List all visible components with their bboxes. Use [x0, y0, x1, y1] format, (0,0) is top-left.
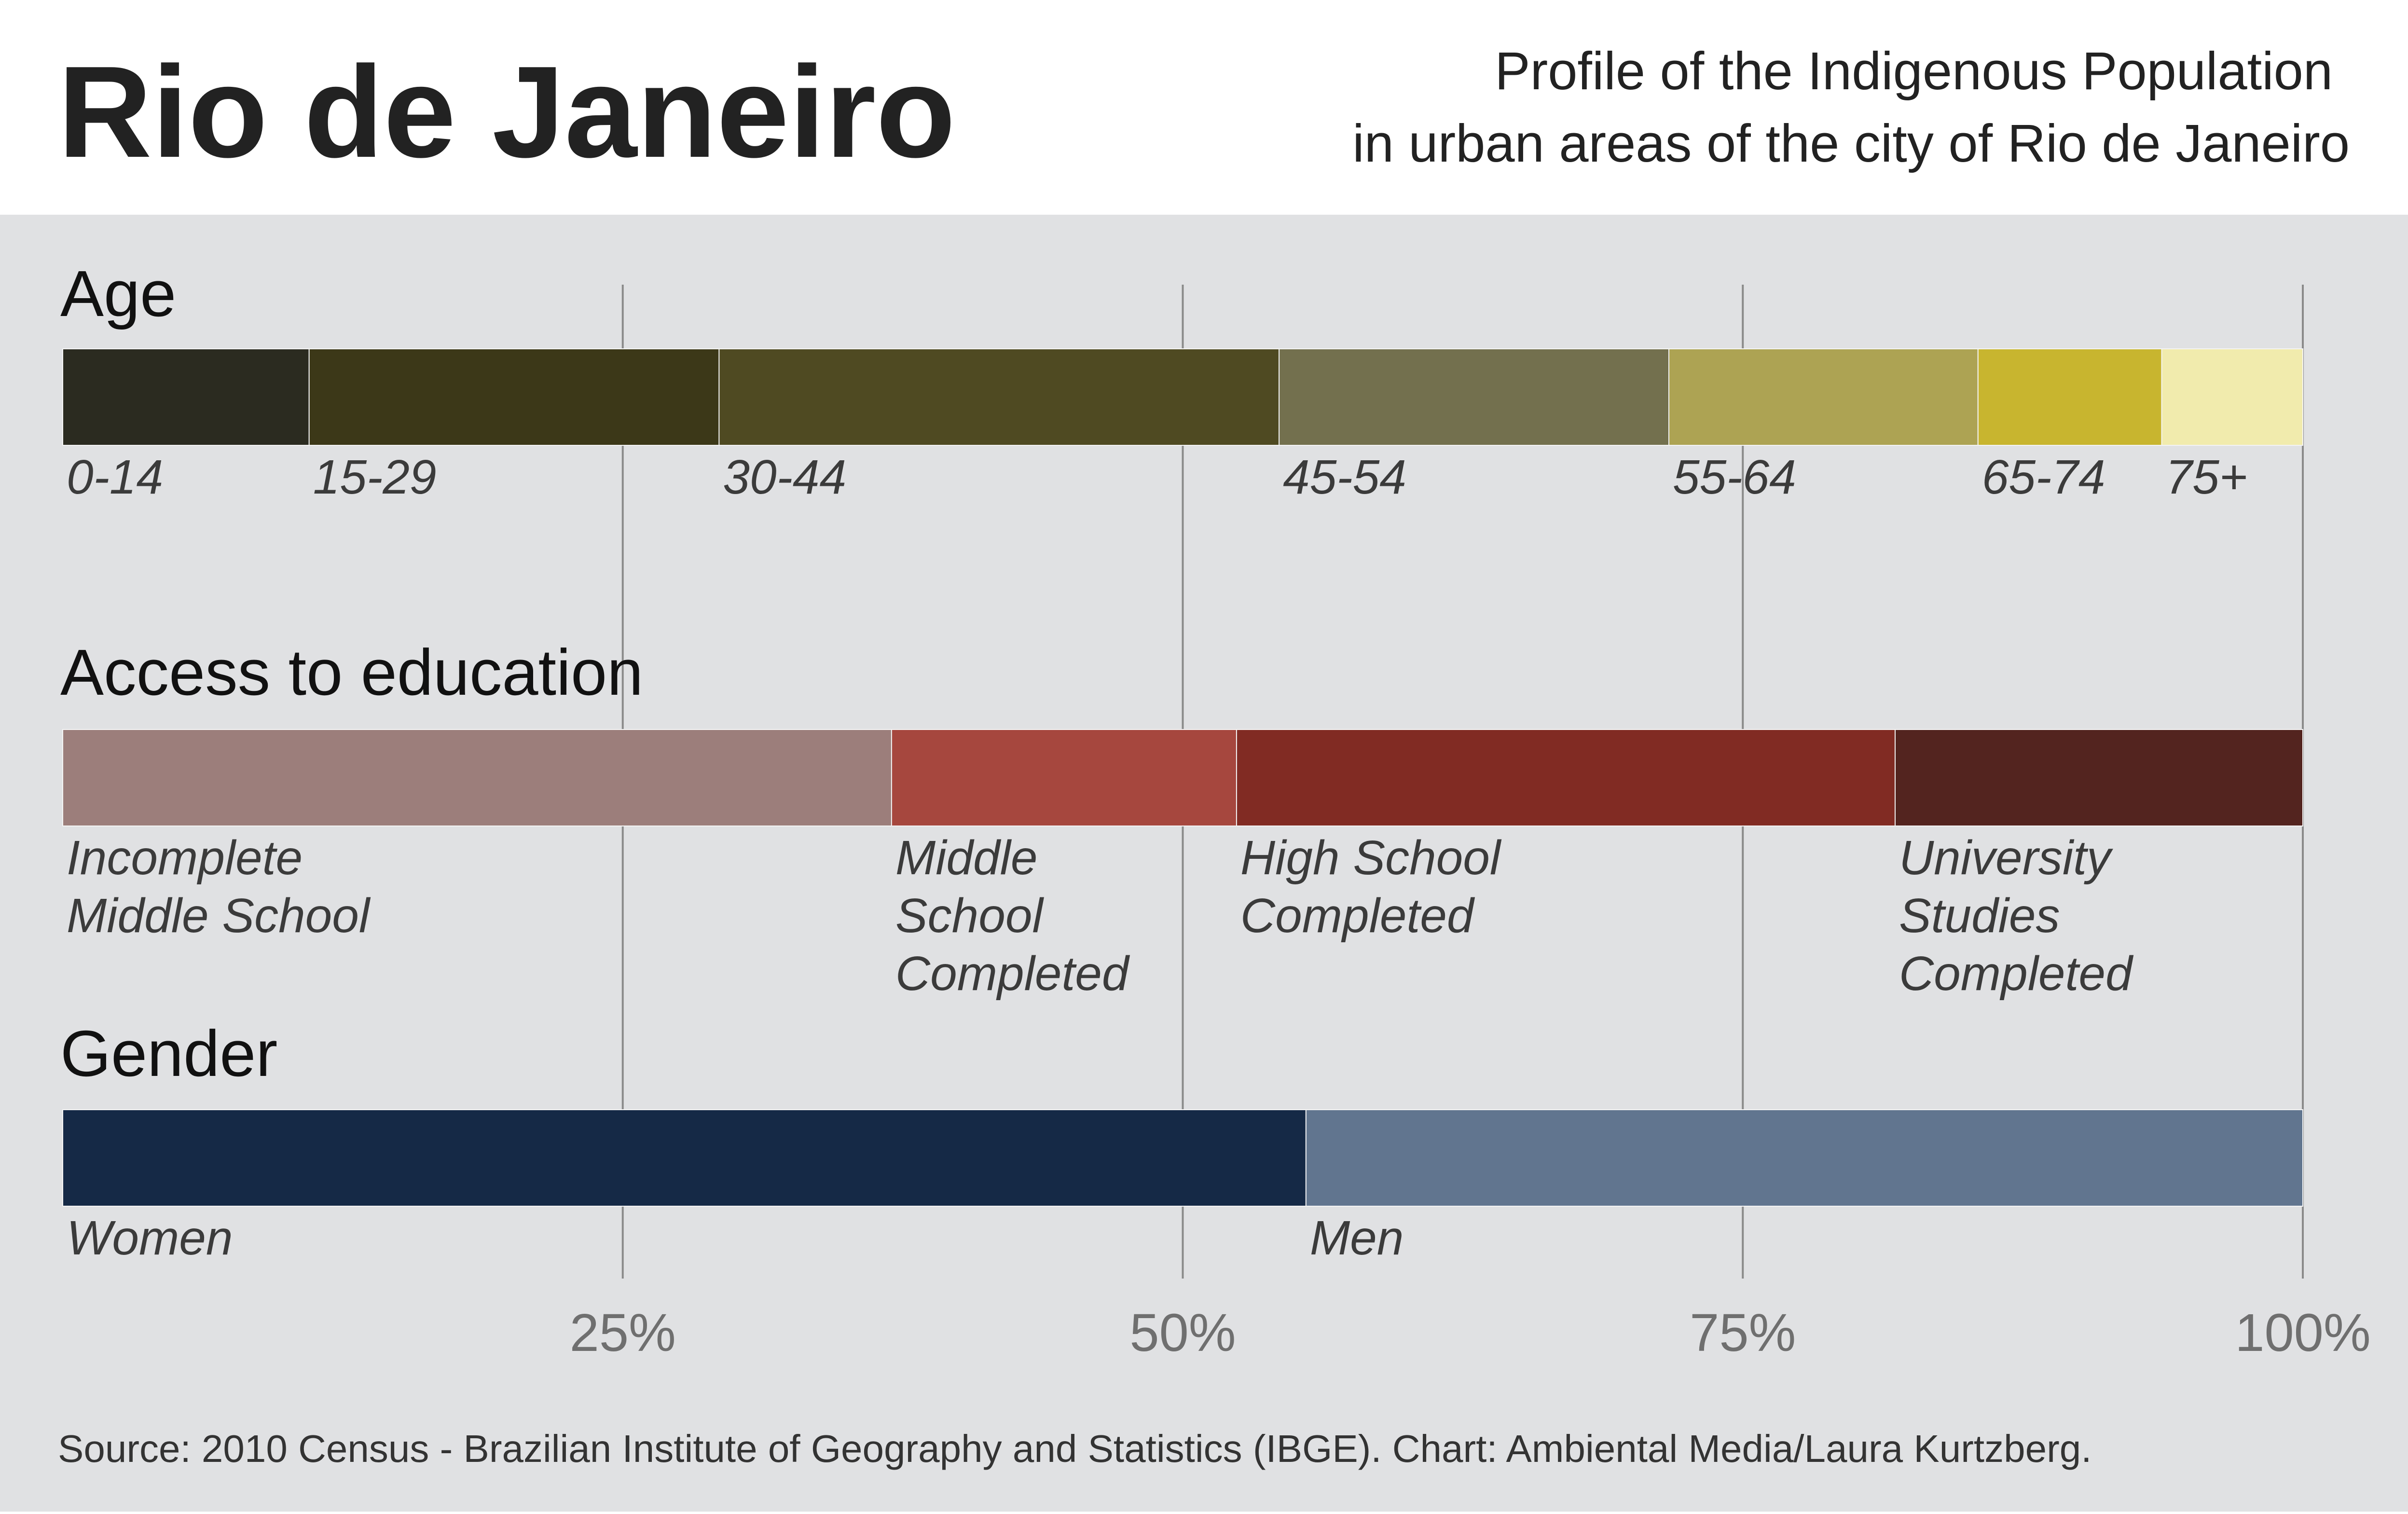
segment-incomplete-middle-school: [62, 729, 892, 826]
subtitle-line-2: in urban areas of the city of Rio de Jan…: [1352, 114, 2350, 173]
subtitle-line-1: Profile of the Indigenous Population: [1495, 41, 2333, 101]
segment-55-64: [1668, 348, 1979, 446]
x-axis-ticks: 25% 50% 75% 100%: [570, 1303, 2371, 1363]
segment-men: [1305, 1109, 2303, 1207]
bar-title-age: Age: [60, 257, 176, 330]
segment-women: [62, 1109, 1307, 1207]
segment-label: 15-29: [313, 450, 437, 504]
segment-30-44: [718, 348, 1280, 446]
segment-label: University Studies Completed: [1899, 831, 2134, 1001]
bar-gender: Gender Women Men: [60, 1017, 2303, 1265]
bar-age: Age 0-14 15-29 30-44 45-54 55-64 65-74 75+: [60, 257, 2304, 504]
segment-label: Incomplete Middle School: [67, 831, 371, 943]
segment-0-14: [62, 348, 310, 446]
x-tick-label: 75%: [1690, 1303, 1796, 1363]
segment-label: High School Completed: [1240, 831, 1502, 943]
header-background: [0, 0, 2408, 215]
segment-label: 65-74: [1982, 450, 2105, 504]
segment-75: [2161, 348, 2304, 446]
stacked-bars: Age 0-14 15-29 30-44 45-54 55-64 65-74 75+ Acces…: [60, 257, 2304, 1265]
x-tick-label: 100%: [2235, 1303, 2370, 1363]
segment-65-74: [1977, 348, 2162, 446]
segment-label: 30-44: [723, 450, 846, 504]
segment-45-54: [1279, 348, 1670, 446]
segment-label: 75+: [2165, 450, 2247, 504]
bar-title-gender: Gender: [60, 1017, 277, 1090]
segment-label: Middle School Completed: [895, 831, 1130, 1001]
segment-label: Women: [67, 1211, 233, 1265]
segment-university-studies-completed: [1894, 729, 2304, 826]
x-tick-label: 25%: [570, 1303, 676, 1363]
segment-high-school-completed: [1236, 729, 1896, 826]
bar-title-access-to-education: Access to education: [60, 636, 643, 709]
source-note: Source: 2010 Census - Brazilian Institut…: [58, 1427, 2092, 1470]
segment-label: Men: [1310, 1211, 1404, 1265]
segment-label: 55-64: [1673, 450, 1796, 504]
segment-middle-school-completed: [891, 729, 1237, 826]
bar-access-to-education: Access to education Incomplete Middle Scho…: [60, 636, 2304, 1001]
segment-label: 0-14: [67, 450, 163, 504]
segment-label: 45-54: [1283, 450, 1406, 504]
x-tick-label: 50%: [1129, 1303, 1236, 1363]
segment-15-29: [308, 348, 720, 446]
page-title: Rio de Janeiro: [58, 40, 955, 185]
